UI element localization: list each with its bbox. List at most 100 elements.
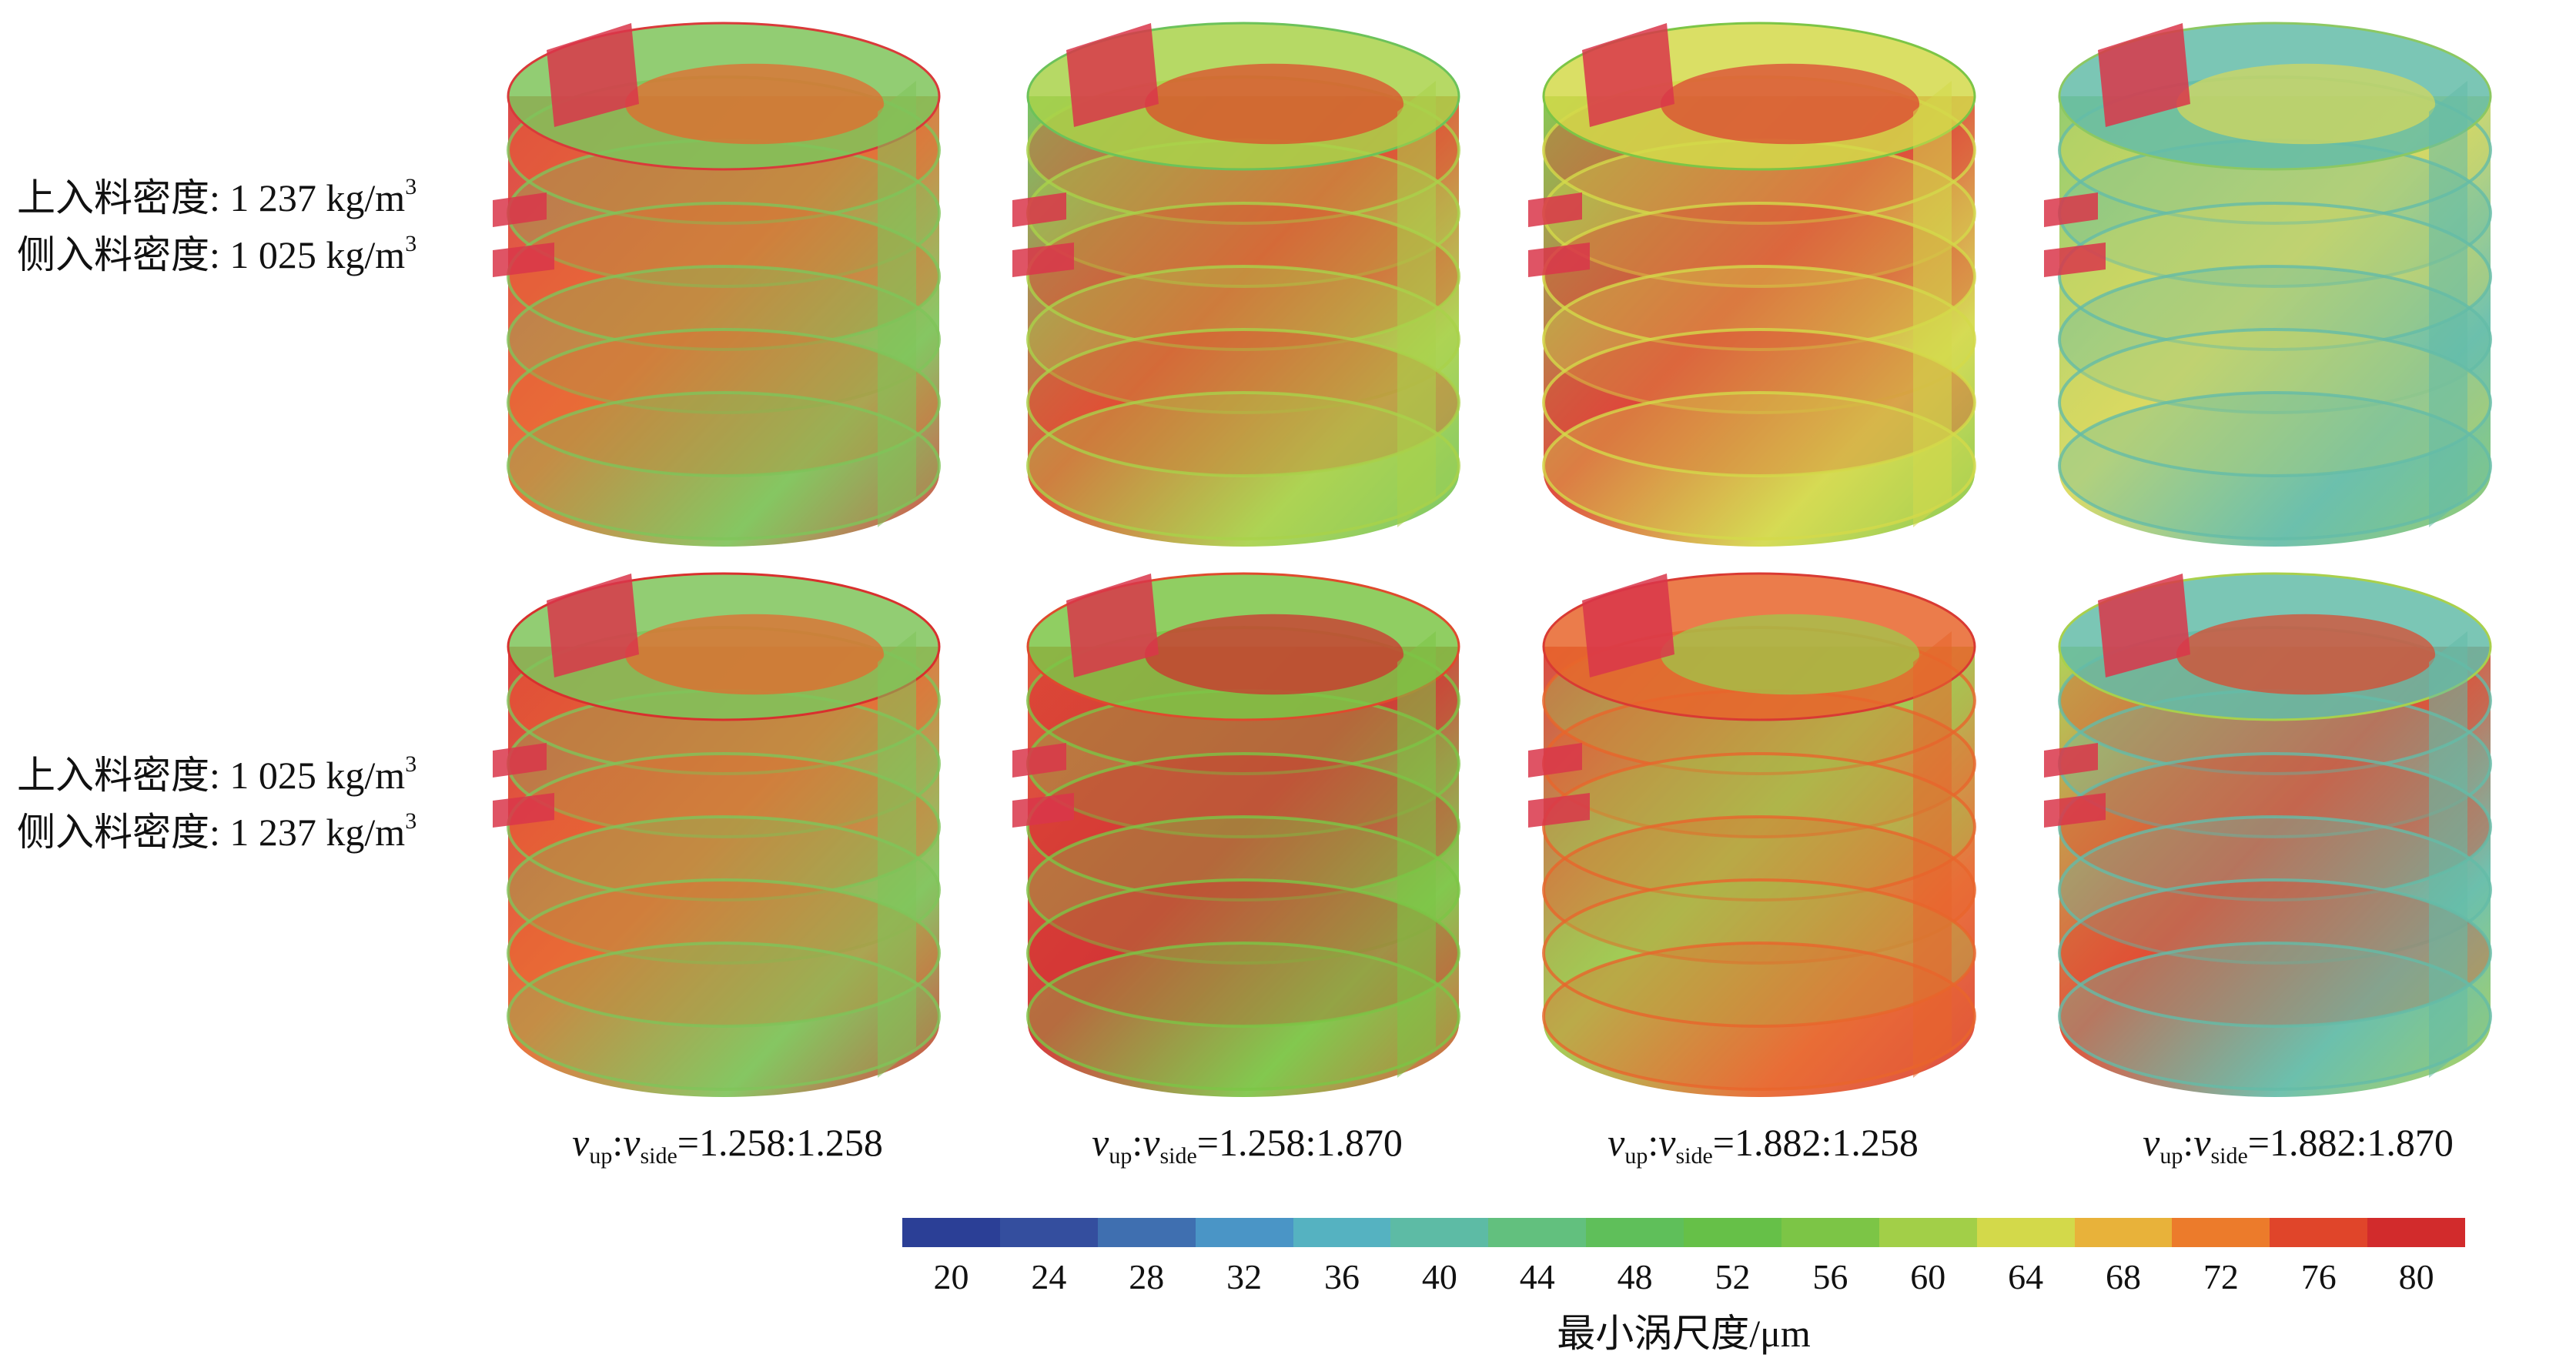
colorbar-tick-label: 36 (1323, 1257, 1360, 1296)
colorbar-segment (1390, 1218, 1489, 1247)
slice-plane (1913, 631, 1952, 1078)
cylinder-body (1544, 96, 1975, 547)
cylinder-disc (1026, 752, 1460, 901)
side-inlet-lower (1528, 793, 1590, 828)
side-inlet-upper (493, 192, 547, 227)
cylinder-disc (507, 265, 941, 414)
cylinder-disc (2058, 752, 2492, 901)
colorbar-segment (1293, 1218, 1391, 1247)
colorbar-ticks: 20 24 28 32 36 40 44 48 52 56 60 64 68 72 76 80 (902, 1256, 2465, 1303)
top-cap-highlight (1145, 614, 1403, 695)
column-caption-2: vup:vside=1.258:1.870 (1092, 1121, 1403, 1169)
side-inlet-lower (2044, 242, 2106, 277)
colorbar-segment (2270, 1218, 2368, 1247)
cylinder-disc (507, 202, 941, 351)
top-inlet (1582, 574, 1674, 677)
cylinder-body (508, 96, 939, 547)
cylinder-body (1028, 647, 1459, 1097)
top-inlet (547, 23, 639, 127)
column-caption-1: vup:vside=1.258:1.258 (572, 1121, 883, 1169)
cylinder-disc (2058, 265, 2492, 414)
colorbar-tick-label: 40 (1421, 1257, 1457, 1296)
cylinder-disc (1542, 878, 1976, 1028)
slice-plane (878, 81, 916, 527)
side-inlet-upper (1012, 192, 1066, 227)
colorbar-tick-label: 68 (2105, 1257, 2141, 1296)
top-cap-highlight (625, 614, 884, 695)
cylinder-disc (1026, 202, 1460, 351)
side-inlet-upper (493, 743, 547, 778)
colorbar-segment (1878, 1218, 1977, 1247)
top-inlet (1066, 23, 1159, 127)
side-inlet-lower (493, 242, 554, 277)
top-inlet (2098, 23, 2190, 127)
colorbar-tick-label: 48 (1617, 1257, 1653, 1296)
panel-r1-c4 (2044, 22, 2492, 547)
panel-r1-c2 (1012, 22, 1460, 547)
cylinder-body (1544, 647, 1975, 1097)
cylinder-disc (507, 878, 941, 1028)
colorbar-title: 最小涡尺度/μm (1557, 1312, 1811, 1355)
row-label-bottom-line2: 侧入料密度: 1 237 kg/m3 (17, 808, 417, 855)
cylinder-disc (2058, 202, 2492, 351)
top-cap-highlight (2176, 614, 2435, 695)
colorbar-tick-label: 28 (1129, 1257, 1165, 1296)
cylinder-disc (2058, 942, 2492, 1091)
side-inlet-upper (1528, 192, 1582, 227)
colorbar-tick-label: 44 (1519, 1257, 1555, 1296)
colorbar-segment (1684, 1218, 1781, 1247)
cylinder-body (2059, 647, 2491, 1097)
cylinder-disc (2058, 878, 2492, 1028)
top-cap-highlight (2176, 63, 2435, 145)
cylinder-body (2059, 96, 2491, 547)
top-inlet (547, 574, 639, 677)
colorbar-tick-label: 52 (1715, 1257, 1751, 1296)
panel-r2-c3 (1528, 572, 1976, 1097)
top-cap-highlight (1661, 63, 1919, 145)
cylinder-disc (1026, 391, 1460, 540)
cylinder-disc (1542, 328, 1976, 477)
panel-r2-c2 (1012, 572, 1460, 1097)
colorbar-tick-label: 60 (1910, 1257, 1946, 1296)
colorbar-segment (2367, 1218, 2465, 1247)
slice-plane (1397, 81, 1436, 527)
colorbar-segment (902, 1218, 1000, 1247)
top-cap-highlight (1145, 63, 1403, 145)
slice-plane (1913, 81, 1952, 527)
colorbar-tick-label: 64 (2008, 1257, 2044, 1296)
cylinder-disc (1542, 752, 1976, 901)
colorbar-tick-label: 20 (933, 1257, 969, 1296)
column-caption-4: vup:vside=1.882:1.870 (2143, 1121, 2454, 1169)
top-inlet (1582, 23, 1674, 127)
top-cap-highlight (1661, 614, 1919, 695)
cylinder-disc (2058, 815, 2492, 965)
colorbar-segment (999, 1218, 1098, 1247)
cylinder-body (508, 647, 939, 1097)
cylinder-body (1028, 96, 1459, 547)
panel-r1-c3 (1528, 22, 1976, 547)
cylinder-disc (2058, 391, 2492, 540)
colorbar-tick-label: 24 (1031, 1257, 1067, 1296)
cylinder-disc (507, 815, 941, 965)
cylinder-disc (1542, 942, 1976, 1091)
top-inlet (1066, 574, 1159, 677)
cylinder-disc (1542, 391, 1976, 540)
cylinder-disc (1542, 815, 1976, 965)
row-label-bottom: 上入料密度: 1 025 kg/m3 侧入料密度: 1 237 kg/m3 (17, 747, 417, 861)
cylinder-disc (1026, 265, 1460, 414)
side-inlet-upper (1012, 743, 1066, 778)
colorbar (902, 1218, 2465, 1247)
cylinder-disc (1026, 942, 1460, 1091)
side-inlet-upper (1528, 743, 1582, 778)
colorbar-segment (1781, 1218, 1879, 1247)
colorbar-tick-label: 72 (2203, 1257, 2239, 1296)
cylinder-disc (1542, 202, 1976, 351)
side-inlet-lower (1012, 793, 1074, 828)
cylinder-disc (1026, 878, 1460, 1028)
slice-plane (878, 631, 916, 1078)
row-label-top: 上入料密度: 1 237 kg/m3 侧入料密度: 1 025 kg/m3 (17, 169, 417, 283)
cylinder-disc (507, 752, 941, 901)
top-cap-highlight (625, 63, 884, 145)
colorbar-tick-label: 56 (1812, 1257, 1848, 1296)
